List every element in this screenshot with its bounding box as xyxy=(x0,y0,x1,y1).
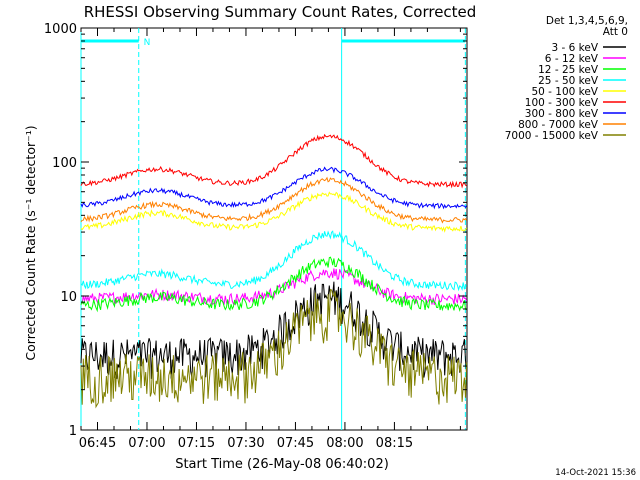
footer-timestamp: 14-Oct-2021 15:36 xyxy=(555,468,636,478)
x-tick-label: 08:15 xyxy=(376,436,413,451)
legend-label: 50 - 100 keV xyxy=(531,86,598,98)
x-tick-label: 07:00 xyxy=(128,436,165,451)
y-tick-label: 100 xyxy=(52,156,77,171)
marker-label: N xyxy=(144,38,151,48)
series-line xyxy=(80,281,468,379)
series-line xyxy=(80,133,467,189)
x-axis-label: Start Time (26-May-08 06:40:02) xyxy=(175,457,389,472)
legend-header: Det 1,3,4,5,6,9, xyxy=(546,15,628,27)
legend-label: 300 - 800 keV xyxy=(525,108,599,120)
series-line xyxy=(80,256,467,313)
legend-label: 25 - 50 keV xyxy=(538,75,599,87)
series-line xyxy=(80,166,468,210)
x-tick-label: 08:00 xyxy=(326,436,363,451)
x-tick-label: 07:15 xyxy=(178,436,215,451)
y-axis-label: Corrected Count Rate (s⁻¹ detector⁻¹) xyxy=(23,125,38,360)
x-tick-label: 07:45 xyxy=(277,436,314,451)
chart-title: RHESSI Observing Summary Count Rates, Co… xyxy=(84,3,477,21)
legend-label: 100 - 300 keV xyxy=(525,97,599,109)
legend-label: 7000 - 15000 keV xyxy=(505,130,599,142)
series-line xyxy=(80,230,468,292)
legend-label: 12 - 25 keV xyxy=(538,64,599,76)
legend-label: 6 - 12 keV xyxy=(545,53,599,65)
legend-label: 800 - 7000 keV xyxy=(518,119,599,131)
y-tick-label: 1 xyxy=(69,424,77,439)
y-tick-label: 1000 xyxy=(44,22,77,37)
legend-label: 3 - 6 keV xyxy=(551,42,598,54)
y-tick-label: 10 xyxy=(60,290,77,305)
series-line xyxy=(80,176,468,224)
legend-header: Att 0 xyxy=(603,26,628,38)
x-tick-label: 07:30 xyxy=(227,436,264,451)
x-tick-label: 06:45 xyxy=(79,436,116,451)
series-line xyxy=(80,288,468,409)
series-line xyxy=(80,191,468,233)
